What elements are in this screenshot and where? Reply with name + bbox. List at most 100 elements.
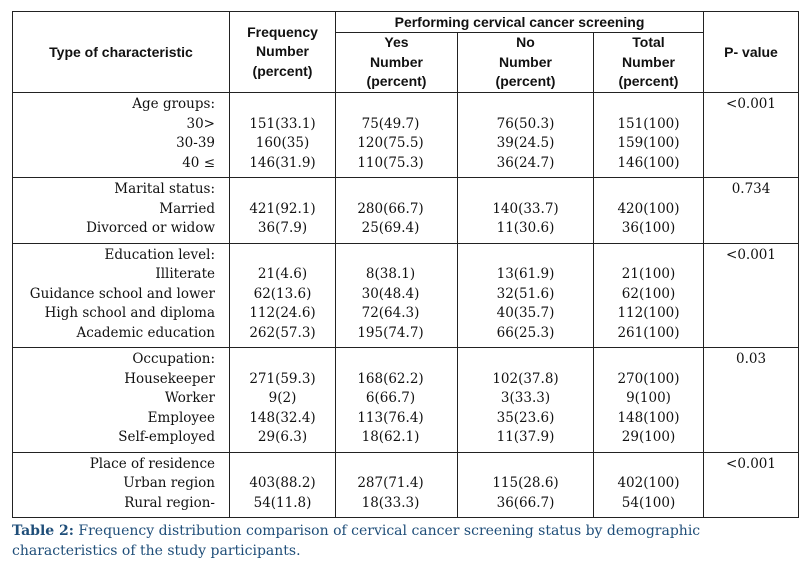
total-value: 146(100) (617, 154, 680, 171)
frequency-value: 21(4.6) (257, 266, 308, 282)
header-frequency: Frequency Number (percent) (229, 11, 336, 93)
total-value: 148(100) (617, 409, 680, 426)
characteristic-cell: Marital status: Married Divorced or widow (12, 177, 230, 244)
yes-value: 30(48.4) (361, 285, 420, 302)
no-value: 39(24.5) (496, 135, 555, 151)
yes-value: 8(38.1) (365, 266, 416, 282)
group-title: Age groups: (132, 96, 215, 112)
yes-value: 6(66.7) (365, 390, 416, 406)
total-value: 270(100) (617, 370, 680, 387)
row-label: Rural region- (124, 494, 215, 511)
no-value: 3(33.3) (500, 390, 551, 406)
header-total: Total Number (percent) (592, 32, 705, 93)
yes-cell: 287(71.4) 18(33.3) (335, 451, 458, 518)
row-label: Self-employed (118, 429, 215, 445)
p-value: 0.734 (731, 181, 771, 197)
frequency-cell: 403(88.2) 54(11.8) (229, 451, 336, 518)
total-value: 9(100) (626, 390, 671, 406)
yes-value: 18(62.1) (361, 429, 420, 445)
row-label: Urban region (123, 475, 215, 491)
document-page: Type of characteristic Frequency Number … (12, 11, 800, 561)
group-title: Occupation: (132, 351, 215, 367)
yes-cell: 75(49.7) 120(75.5) 110(75.3) (335, 92, 458, 178)
frequency-value: 36(7.9) (257, 220, 308, 236)
row-label: 30> (186, 115, 216, 132)
no-value: 36(66.7) (496, 494, 555, 511)
total-cell: 151(100) 159(100) 146(100) (592, 92, 705, 178)
table-row-group: Education level: Illiterate Guidance schoo… (12, 242, 800, 348)
no-value: 36(24.7) (496, 154, 555, 171)
yes-value: 287(71.4) (357, 475, 424, 491)
yes-value: 113(76.4) (357, 409, 424, 426)
yes-value: 18(33.3) (361, 494, 420, 511)
row-label: Housekeeper (124, 370, 215, 387)
total-value: 112(100) (617, 305, 680, 321)
no-cell: 13(61.9) 32(51.6) 40(35.7) 66(25.3) (457, 242, 594, 348)
yes-cell: 168(62.2) 6(66.7) 113(76.4) 18(62.1) (335, 347, 458, 453)
total-value: 54(100) (621, 494, 676, 511)
row-label: 30-39 (176, 135, 215, 151)
frequency-cell: 271(59.3) 9(2) 148(32.4) 29(6.3) (229, 347, 336, 453)
header-yes: Yes Number (percent) (335, 32, 458, 93)
frequency-value: 146(31.9) (249, 154, 316, 171)
frequency-value: 151(33.1) (249, 115, 316, 132)
row-label: Employee (147, 409, 215, 426)
total-value: 62(100) (621, 285, 676, 302)
frequency-value: 29(6.3) (257, 429, 308, 445)
yes-value: 25(69.4) (361, 220, 420, 236)
p-value: <0.001 (726, 246, 776, 263)
no-value: 32(51.6) (496, 285, 555, 302)
total-value: 21(100) (621, 266, 676, 282)
p-value: 0.03 (735, 351, 767, 367)
group-title: Place of residence (89, 455, 215, 472)
frequency-value: 62(13.6) (253, 285, 312, 302)
caption-text: Frequency distribution comparison of cer… (12, 523, 701, 559)
total-cell: 420(100) 36(100) (592, 177, 705, 244)
table-row-group: Age groups: 30> 30-39 40 ≤ 151(33.1) 160(35) 1… (12, 92, 800, 178)
total-value: 261(100) (617, 324, 680, 341)
caption-label: Table 2: (12, 523, 74, 539)
yes-value: 168(62.2) (357, 370, 424, 387)
no-value: 66(25.3) (496, 324, 555, 341)
p-value: <0.001 (726, 455, 776, 472)
no-cell: 140(33.7) 11(30.6) (457, 177, 594, 244)
header-type-of-characteristic: Type of characteristic (12, 11, 230, 93)
total-value: 402(100) (617, 475, 680, 491)
group-title: Marital status: (114, 181, 215, 197)
total-value: 29(100) (621, 429, 676, 445)
yes-cell: 280(66.7) 25(69.4) (335, 177, 458, 244)
yes-cell: 8(38.1) 30(48.4) 72(64.3) 195(74.7) (335, 242, 458, 348)
total-value: 36(100) (621, 220, 676, 236)
frequency-value: 403(88.2) (249, 475, 316, 491)
no-value: 11(30.6) (496, 220, 555, 236)
no-value: 102(37.8) (492, 370, 559, 387)
no-value: 11(37.9) (496, 429, 555, 445)
no-value: 40(35.7) (496, 305, 555, 321)
no-value: 76(50.3) (496, 115, 555, 132)
frequency-value: 271(59.3) (249, 370, 316, 387)
row-label: 40 ≤ (182, 154, 215, 171)
yes-value: 120(75.5) (357, 135, 424, 151)
row-label: High school and diploma (44, 305, 215, 321)
table-header: Type of characteristic Frequency Number … (12, 11, 800, 93)
row-label: Worker (164, 390, 215, 406)
row-label: Guidance school and lower (29, 285, 215, 302)
no-cell: 102(37.8) 3(33.3) 35(23.6) 11(37.9) (457, 347, 594, 453)
row-label: Illiterate (155, 266, 215, 282)
no-value: 13(61.9) (496, 266, 555, 282)
yes-value: 195(74.7) (357, 324, 424, 341)
frequency-value: 421(92.1) (249, 200, 316, 217)
p-value: <0.001 (726, 96, 776, 112)
frequency-value: 160(35) (255, 135, 310, 151)
frequency-cell: 21(4.6) 62(13.6) 112(24.6) 262(57.3) (229, 242, 336, 348)
characteristic-cell: Education level: Illiterate Guidance schoo… (12, 242, 230, 348)
total-cell: 270(100) 9(100) 148(100) 29(100) (592, 347, 705, 453)
characteristic-cell: Age groups: 30> 30-39 40 ≤ (12, 92, 230, 178)
no-cell: 115(28.6) 36(66.7) (457, 451, 594, 518)
p-value-cell: <0.001 (703, 92, 800, 178)
p-value-cell: <0.001 (703, 451, 800, 518)
frequency-value: 112(24.6) (249, 305, 316, 321)
p-value-cell: 0.734 (703, 177, 800, 244)
yes-value: 75(49.7) (361, 115, 420, 132)
demographics-table: Type of characteristic Frequency Number … (12, 11, 800, 518)
